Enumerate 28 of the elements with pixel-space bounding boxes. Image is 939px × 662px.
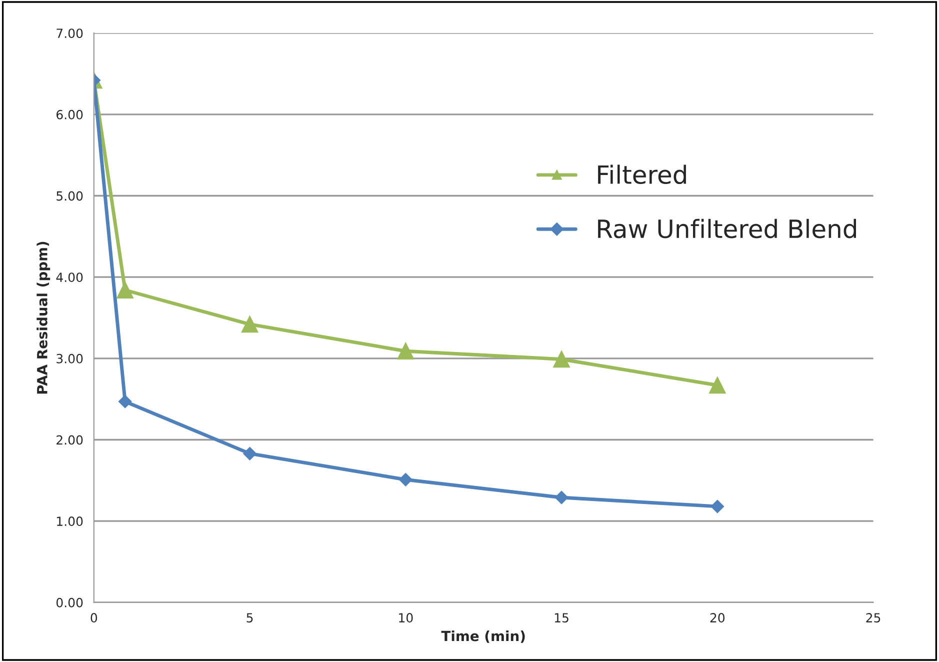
point xyxy=(116,282,134,298)
y-tick-label: 0.00 xyxy=(56,598,83,608)
legend-label: Raw Unfiltered Blend xyxy=(598,218,856,238)
point xyxy=(241,316,258,333)
x-tick-label: 10 xyxy=(399,613,413,623)
y-tick-label: 1.00 xyxy=(57,516,83,526)
point xyxy=(710,500,724,514)
y-tick-label: 4.00 xyxy=(56,272,83,282)
point xyxy=(554,490,568,504)
y-tick-label: 5.00 xyxy=(56,191,83,201)
x-tick-label: 5 xyxy=(246,613,253,623)
x-axis-title: Time (min) xyxy=(441,630,525,643)
y-tick-label: 6.00 xyxy=(56,110,83,120)
point xyxy=(243,446,256,460)
x-tick-label: 15 xyxy=(554,613,568,623)
x-tick-label: 25 xyxy=(866,613,880,623)
legend-label: Filtered xyxy=(598,164,686,184)
y-tick-label: 3.00 xyxy=(56,354,83,364)
point xyxy=(399,473,412,486)
x-tick-label: 20 xyxy=(710,613,725,623)
y-axis-title: PAA Residual (ppm) xyxy=(36,242,50,394)
point xyxy=(397,342,414,360)
x-tick-label: 0 xyxy=(90,613,98,623)
point xyxy=(118,394,132,408)
y-tick-label: 7.00 xyxy=(56,28,83,38)
y-tick-label: 2.00 xyxy=(56,435,83,445)
point xyxy=(709,376,726,394)
point xyxy=(553,350,570,368)
